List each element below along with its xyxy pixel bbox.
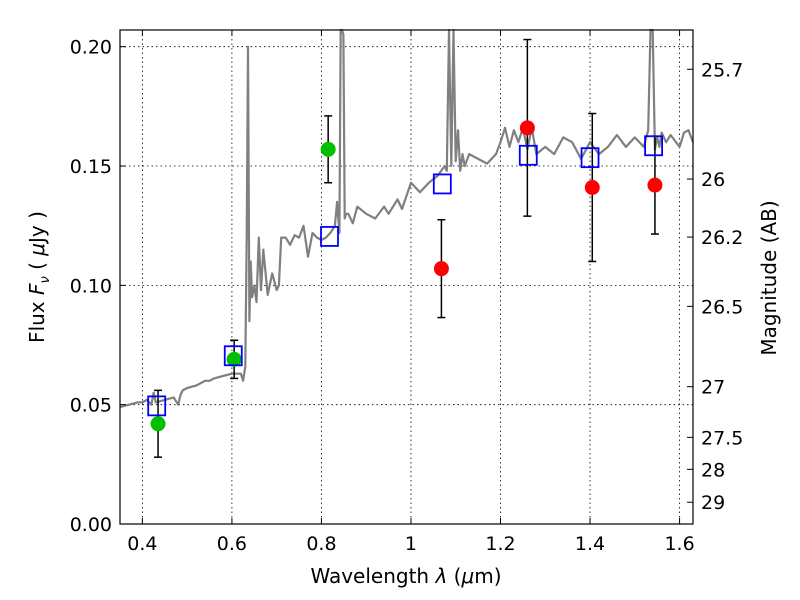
y2-axis: 25.7 26 26.2 26.5 27 27.5 28 29: [687, 59, 743, 514]
y2-tick-label: 27: [701, 377, 725, 399]
model-square: [320, 226, 339, 247]
data-point: [150, 416, 166, 432]
data-point: [433, 261, 449, 277]
marker-layer: [150, 120, 663, 432]
y-tick-label: 0.05: [70, 395, 112, 417]
data-point: [647, 177, 663, 193]
y-tick-label: 0.10: [70, 275, 112, 297]
data-point: [584, 180, 600, 196]
y2-tick-label: 27.5: [701, 427, 743, 449]
data-point: [226, 351, 242, 367]
x-tick-label: 0.4: [127, 533, 157, 555]
model-square: [432, 173, 452, 195]
x-axis: 0.4 0.6 0.8 1 1.2 1.4 1.6: [127, 30, 695, 555]
data-point: [519, 120, 535, 136]
y2-tick-label: 28: [701, 459, 725, 481]
y2-tick-label: 29: [701, 492, 725, 514]
model-square: [518, 144, 538, 166]
y2-tick-label: 26: [701, 169, 725, 191]
y2-axis-label: Magnitude (AB): [757, 200, 781, 355]
x-tick-label: 1.4: [575, 533, 605, 555]
y2-tick-label: 26.5: [701, 296, 743, 318]
y-tick-label: 0.20: [70, 37, 112, 59]
data-point: [320, 141, 336, 157]
y-tick-label: 0.00: [70, 514, 112, 536]
x-tick-label: 1.6: [664, 533, 694, 555]
y-axis: 0.00 0.05 0.10 0.15 0.20: [70, 37, 126, 536]
y-tick-label: 0.15: [70, 156, 112, 178]
x-tick-label: 0.8: [306, 533, 336, 555]
x-tick-label: 0.6: [217, 533, 247, 555]
model-square: [580, 147, 600, 169]
square-layer: [147, 135, 664, 417]
y2-tick-label: 25.7: [701, 59, 743, 81]
model-square: [223, 345, 243, 367]
x-tick-label: 1: [405, 533, 417, 555]
y2-tick-label: 26.2: [701, 227, 743, 249]
plot-frame: [119, 29, 694, 525]
x-axis-label: Wavelength λ (μm): [310, 564, 501, 588]
y-axis-label: Flux Fν ( μJy ): [25, 211, 53, 343]
model-square: [147, 395, 167, 417]
x-tick-label: 1.2: [485, 533, 515, 555]
model-square: [644, 135, 664, 157]
